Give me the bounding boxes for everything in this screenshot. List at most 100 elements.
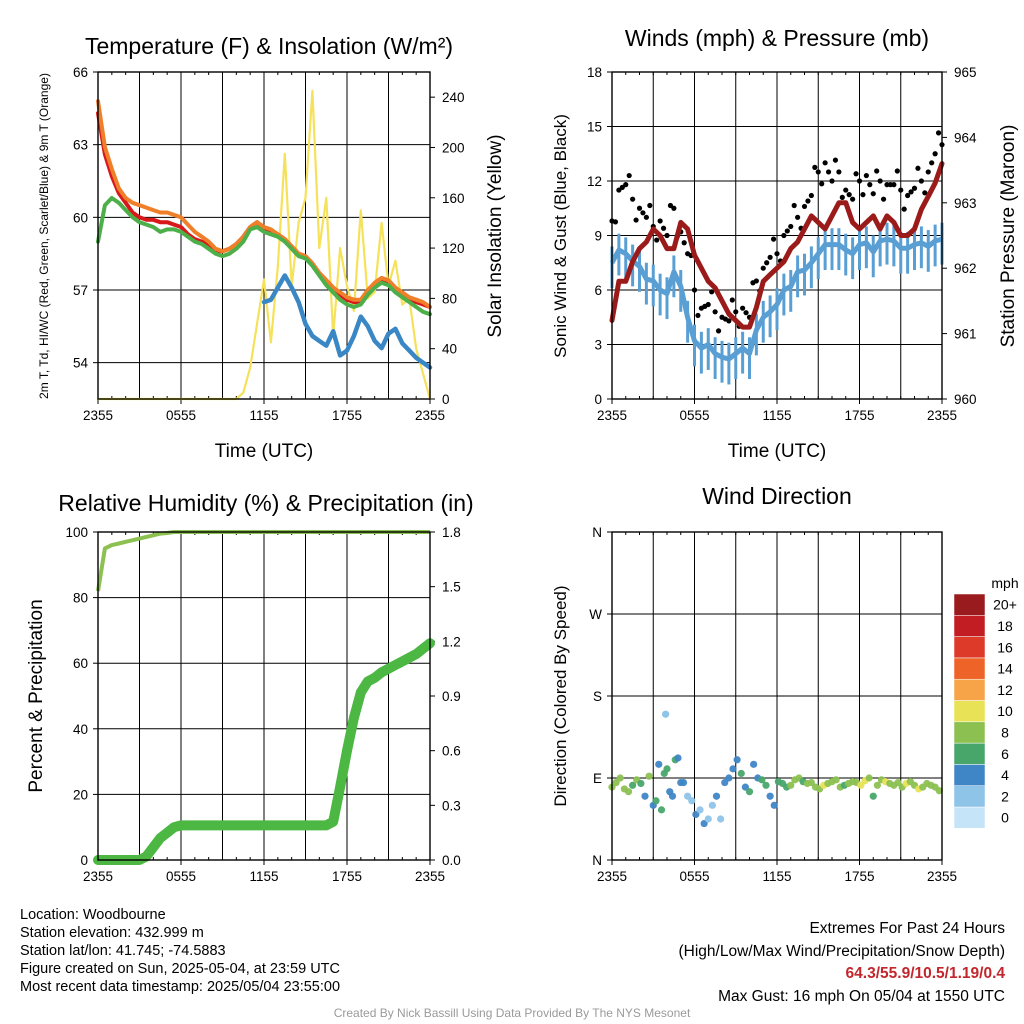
colorbar-label: 14 — [997, 661, 1013, 677]
x-tick-label: 1155 — [249, 869, 278, 884]
colorbar-label: 20+ — [993, 597, 1017, 613]
colorbar-swatch — [953, 700, 986, 723]
gust-point — [774, 251, 780, 257]
wind-direction-point — [762, 781, 770, 789]
x-tick-label: 1755 — [844, 408, 874, 423]
gust-point — [726, 318, 732, 324]
gust-point — [877, 178, 883, 184]
colorbar-label: 12 — [997, 682, 1013, 698]
gust-point — [681, 240, 687, 246]
gust-point — [891, 182, 897, 188]
wind-direction-point — [807, 778, 815, 787]
wind-direction-point — [641, 792, 649, 800]
right-y-tick-label: 0.3 — [442, 798, 461, 813]
x-tick-label: 0555 — [166, 408, 196, 423]
gust-point — [819, 181, 825, 187]
colorbar-label: 10 — [997, 703, 1013, 719]
gust-point — [850, 196, 856, 202]
x-tick-label: 1755 — [332, 869, 362, 884]
y-axis-label: Percent & Precipitation — [26, 599, 47, 792]
wind-direction-point — [704, 815, 712, 823]
gust-point — [843, 187, 849, 193]
gust-point — [660, 225, 667, 231]
right-y-tick-label: 0 — [442, 392, 450, 407]
right-y-tick-label: 963 — [954, 196, 977, 211]
wind-direction-point — [629, 781, 637, 789]
credit-text: Created By Nick Bassill Using Data Provi… — [333, 1006, 691, 1020]
gust-point — [767, 254, 773, 260]
wind-direction-point — [745, 788, 754, 796]
right-y-tick-label: 1.5 — [442, 580, 461, 595]
wind-direction-point — [637, 779, 645, 788]
gust-point — [760, 265, 766, 271]
right-y-tick-label: 962 — [954, 261, 977, 276]
plot-frame — [97, 531, 431, 861]
y-tick-label: 18 — [587, 65, 602, 80]
gust-point — [788, 223, 794, 230]
gust-point — [805, 198, 811, 204]
colorbar-swatch — [953, 742, 986, 765]
colorbar-title: mph — [991, 575, 1018, 591]
gust-point — [712, 309, 718, 315]
gust-point — [795, 214, 801, 220]
gust-point — [911, 185, 918, 191]
gust-point — [647, 202, 653, 209]
chart-title: Winds (mph) & Pressure (mb) — [625, 25, 929, 51]
gust-point — [671, 205, 677, 211]
gust-point — [781, 232, 787, 239]
gust-point — [657, 218, 663, 224]
wind-direction-point — [655, 760, 663, 768]
gust-point — [874, 168, 880, 174]
x-tick-label: 2355 — [927, 869, 957, 884]
gust-point — [853, 171, 859, 177]
x-tick-label: 2355 — [83, 869, 113, 884]
gust-point — [836, 169, 842, 175]
y-tick-label: 15 — [587, 120, 602, 135]
gust-point — [898, 187, 904, 193]
y-tick-label: 0 — [594, 392, 602, 407]
gust-point — [922, 190, 928, 196]
y-tick-label: 0 — [80, 853, 88, 868]
colorbar-swatch — [953, 593, 986, 616]
gust-point — [770, 236, 777, 242]
right-y-tick-label: 964 — [954, 130, 977, 145]
chart-title: Temperature (F) & Insolation (W/m²) — [85, 33, 453, 59]
y-tick-label: 80 — [73, 591, 88, 606]
wind-direction-point — [857, 781, 865, 789]
wind-direction-point — [869, 792, 877, 800]
gust-point — [705, 301, 711, 308]
gust-point — [815, 169, 821, 175]
x-tick-label: 1755 — [844, 869, 874, 884]
right-y-tick-label: 200 — [442, 140, 465, 155]
colorbar-swatch — [953, 785, 986, 808]
y-tick-label: W — [589, 607, 602, 622]
colorbar-swatch — [953, 636, 986, 659]
colorbar-swatch — [953, 721, 986, 744]
colorbar-swatch — [953, 806, 986, 829]
gust-point — [915, 165, 921, 171]
gust-point — [905, 192, 911, 199]
plot-frame — [611, 71, 943, 400]
x-tick-label: 2355 — [415, 869, 445, 884]
max-gust-text: Max Gust: 16 mph On 05/04 at 1550 UTC — [718, 987, 1005, 1005]
y-tick-label: 12 — [587, 174, 602, 189]
wind-direction-point — [657, 806, 666, 814]
gust-point — [633, 217, 639, 223]
gust-point — [753, 278, 759, 284]
gust-point — [825, 169, 832, 175]
y-tick-label: 100 — [65, 525, 88, 540]
panel-1: 2355 0555 1155 1755 2355 54 57 60 63 66 0 40 80 120 16… — [37, 33, 506, 462]
wind-direction-point — [708, 801, 716, 809]
gust-point — [935, 130, 942, 136]
right-y-axis-label: Solar Insolation (Yellow) — [485, 134, 506, 337]
extremes-info: Extremes For Past 24 Hours (High/Low/Max… — [679, 918, 1006, 1008]
gust-point — [870, 191, 876, 197]
y-tick-label: 3 — [594, 338, 602, 353]
colorbar-swatch — [953, 657, 986, 680]
chart-title: Wind Direction — [702, 483, 852, 509]
gust-point — [801, 203, 808, 210]
right-y-tick-label: 0.6 — [442, 744, 461, 759]
latlon-text: Station lat/lon: 41.745; -74.5883 — [20, 943, 226, 959]
